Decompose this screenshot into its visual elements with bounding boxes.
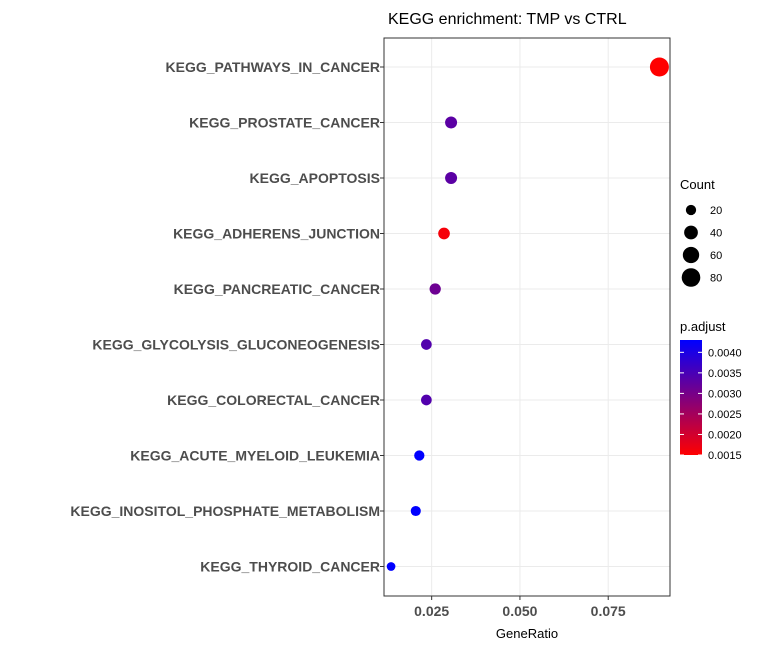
color-legend-label: 0.0040 — [708, 347, 742, 359]
data-point — [410, 505, 421, 517]
color-legend-label: 0.0020 — [708, 429, 742, 441]
y-tick-label: KEGG_ADHERENS_JUNCTION — [173, 226, 380, 242]
color-legend-label: 0.0025 — [708, 409, 742, 421]
y-tick-label: KEGG_PATHWAYS_IN_CANCER — [166, 59, 380, 75]
data-point — [414, 450, 425, 461]
data-point — [649, 57, 669, 77]
size-legend-title: Count — [680, 177, 715, 192]
color-legend-label: 0.0030 — [708, 388, 742, 400]
points-layer — [386, 57, 669, 571]
data-point — [445, 172, 458, 184]
data-point — [386, 562, 396, 571]
size-legend: Count 20 40 60 80 — [680, 177, 722, 287]
size-legend-label: 40 — [710, 228, 722, 240]
data-point — [421, 339, 432, 350]
data-point — [438, 227, 450, 240]
y-tick-label: KEGG_INOSITOL_PHOSPHATE_METABOLISM — [70, 503, 380, 519]
size-legend-label: 60 — [710, 250, 722, 262]
y-tick-label: KEGG_COLORECTAL_CANCER — [167, 392, 380, 408]
x-tick-label: 0.075 — [591, 603, 626, 619]
y-tick-label: KEGG_GLYCOLYSIS_GLUCONEOGENESIS — [92, 337, 380, 353]
color-legend-bar — [680, 340, 702, 455]
x-axis-ticks: 0.025 0.050 0.075 — [414, 596, 626, 619]
color-legend-title: p.adjust — [680, 319, 726, 334]
x-axis-title: GeneRatio — [496, 626, 558, 641]
color-legend-label: 0.0015 — [708, 450, 742, 462]
y-tick-label: KEGG_THYROID_CANCER — [200, 559, 380, 575]
y-axis-labels: KEGG_PATHWAYS_IN_CANCER KEGG_PROSTATE_CAN… — [70, 59, 384, 575]
y-tick-label: KEGG_APOPTOSIS — [250, 170, 380, 186]
size-legend-key — [682, 246, 700, 264]
y-tick-label: KEGG_PROSTATE_CANCER — [189, 115, 380, 131]
size-legend-key — [684, 225, 698, 240]
data-point — [429, 283, 441, 295]
y-tick-label: KEGG_PANCREATIC_CANCER — [174, 281, 380, 297]
size-legend-label: 20 — [710, 205, 722, 217]
size-legend-key — [681, 268, 701, 287]
data-point — [445, 116, 458, 129]
size-legend-label: 80 — [710, 273, 722, 285]
color-legend: p.adjust 0.0040 0.0035 0.0030 0.0025 0.0020 0… — [680, 319, 742, 462]
x-tick-label: 0.050 — [502, 603, 537, 619]
plot-panel-border — [383, 37, 671, 597]
size-legend-key — [685, 204, 697, 216]
color-legend-label: 0.0035 — [708, 368, 742, 380]
chart-title: KEGG enrichment: TMP vs CTRL — [388, 11, 627, 28]
y-tick-label: KEGG_ACUTE_MYELOID_LEUKEMIA — [130, 448, 380, 464]
grid-layer — [384, 38, 670, 596]
data-point — [421, 394, 432, 406]
x-tick-label: 0.025 — [414, 603, 449, 619]
